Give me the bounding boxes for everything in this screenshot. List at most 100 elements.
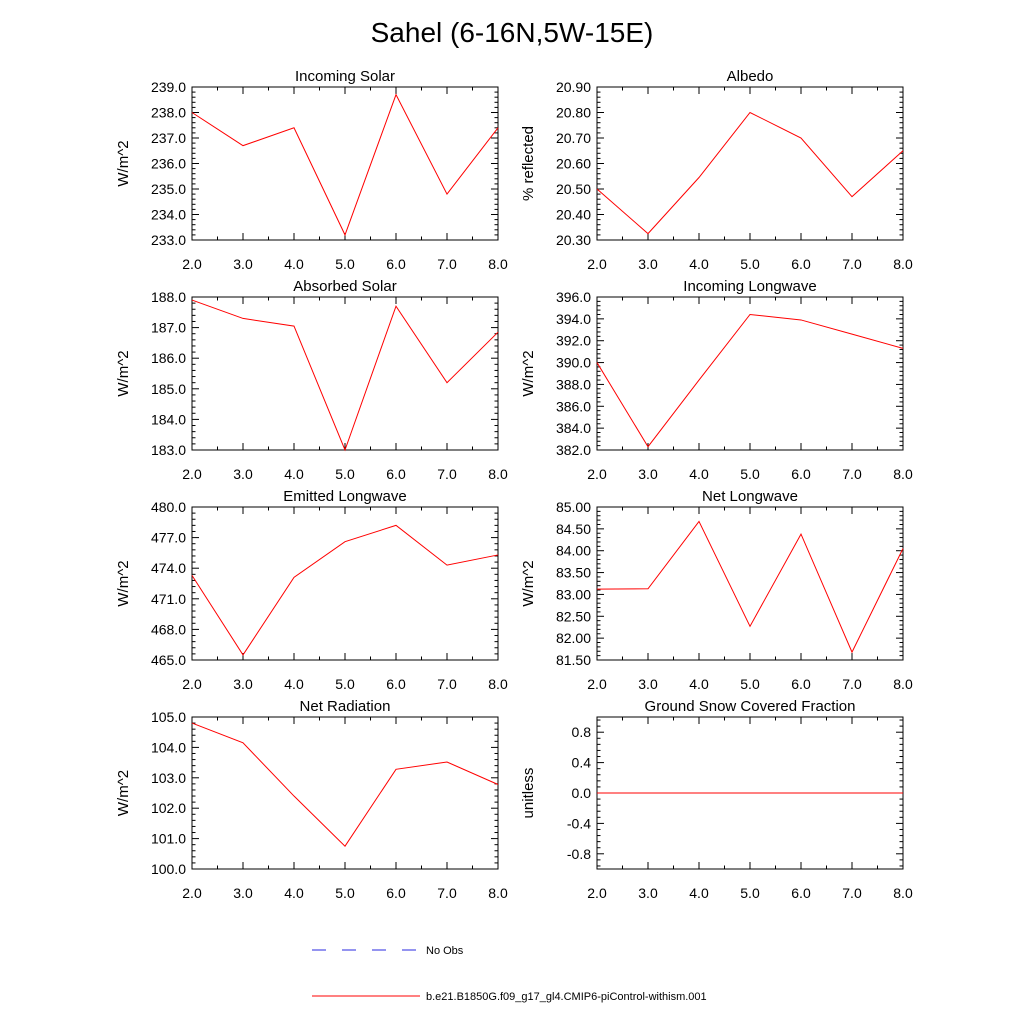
y-axis-label: W/m^2 [115, 350, 132, 396]
x-tick-label: 3.0 [233, 466, 253, 482]
plot-frame [191, 506, 499, 661]
chart-panel: Absorbed Solar W/m^2 183.0 184.0 185.0 186.0 1… [115, 278, 508, 482]
chart-panels: Incoming Solar W/m^2 233.0 234.0 235.0 236.0 2… [115, 68, 913, 901]
y-tick-label: 237.0 [151, 130, 186, 146]
panel-title: Incoming Solar [295, 68, 395, 85]
y-tick-label: 388.0 [556, 376, 591, 392]
y-tick-label: 188.0 [151, 289, 186, 305]
x-tick-label: 3.0 [638, 256, 658, 272]
y-tick-label: 81.50 [556, 652, 591, 668]
x-tick-label: 5.0 [335, 885, 355, 901]
y-tick-label: 102.0 [151, 800, 186, 816]
x-tick-label: 5.0 [740, 676, 760, 692]
x-tick-label: 6.0 [791, 466, 811, 482]
figure-title: Sahel (6-16N,5W-15E) [371, 17, 654, 48]
series-line [191, 722, 499, 847]
y-tick-label: 187.0 [151, 320, 186, 336]
y-tick-label: 83.50 [556, 565, 591, 581]
series-line [191, 93, 499, 237]
y-tick-label: 233.0 [151, 232, 186, 248]
y-tick-label: 477.0 [151, 530, 186, 546]
x-tick-label: 4.0 [284, 256, 304, 272]
x-tick-label: 4.0 [284, 466, 304, 482]
x-tick-label: 6.0 [386, 466, 406, 482]
y-axis-label: % reflected [520, 126, 537, 201]
chart-panel: Incoming Solar W/m^2 233.0 234.0 235.0 236.0 2… [115, 68, 508, 272]
panel-title: Ground Snow Covered Fraction [645, 698, 856, 715]
x-tick-label: 7.0 [437, 466, 457, 482]
x-tick-label: 7.0 [842, 676, 862, 692]
x-tick-label: 2.0 [182, 466, 202, 482]
x-tick-label: 8.0 [893, 256, 913, 272]
y-tick-label: 0.8 [572, 724, 592, 740]
y-tick-label: 20.40 [556, 207, 591, 223]
x-tick-label: 4.0 [689, 466, 709, 482]
x-tick-label: 6.0 [386, 256, 406, 272]
x-tick-label: 4.0 [284, 676, 304, 692]
x-tick-label: 7.0 [842, 466, 862, 482]
x-tick-label: 2.0 [182, 256, 202, 272]
y-tick-label: 390.0 [556, 355, 591, 371]
y-tick-label: 84.00 [556, 543, 591, 559]
y-tick-label: 468.0 [151, 621, 186, 637]
y-tick-label: 238.0 [151, 105, 186, 121]
x-tick-label: 2.0 [587, 466, 607, 482]
y-tick-label: 186.0 [151, 350, 186, 366]
x-tick-label: 2.0 [182, 885, 202, 901]
y-tick-label: 474.0 [151, 560, 186, 576]
panel-title: Albedo [727, 68, 774, 85]
x-tick-label: 5.0 [740, 466, 760, 482]
y-tick-label: 82.00 [556, 630, 591, 646]
x-tick-label: 7.0 [437, 676, 457, 692]
plot-frame [191, 296, 499, 451]
y-tick-label: 236.0 [151, 156, 186, 172]
y-tick-label: 20.50 [556, 181, 591, 197]
x-tick-label: 4.0 [689, 676, 709, 692]
y-tick-label: 235.0 [151, 181, 186, 197]
x-tick-label: 4.0 [284, 885, 304, 901]
legend-model-label: b.e21.B1850G.f09_g17_gl4.CMIP6-piControl… [426, 991, 707, 1003]
y-tick-label: 103.0 [151, 770, 186, 786]
x-tick-label: 2.0 [587, 676, 607, 692]
y-tick-label: 384.0 [556, 420, 591, 436]
y-tick-label: 20.80 [556, 105, 591, 121]
x-tick-label: 4.0 [689, 885, 709, 901]
x-tick-label: 7.0 [842, 885, 862, 901]
x-tick-label: 4.0 [689, 256, 709, 272]
x-tick-label: 3.0 [233, 885, 253, 901]
y-tick-label: 100.0 [151, 861, 186, 877]
x-tick-label: 8.0 [488, 676, 508, 692]
x-tick-label: 6.0 [791, 885, 811, 901]
x-tick-label: 8.0 [488, 256, 508, 272]
x-tick-label: 5.0 [335, 466, 355, 482]
chart-panel: Emitted Longwave W/m^2 465.0 468.0 471.0 474.… [115, 488, 508, 692]
y-axis-label: W/m^2 [115, 560, 132, 606]
series-line [596, 520, 904, 654]
plot-frame [596, 506, 904, 661]
x-tick-label: 7.0 [437, 256, 457, 272]
y-tick-label: 392.0 [556, 333, 591, 349]
x-tick-label: 8.0 [893, 466, 913, 482]
y-tick-label: 184.0 [151, 411, 186, 427]
y-tick-label: 386.0 [556, 398, 591, 414]
chart-panel: Ground Snow Covered Fraction unitless -0.8… [520, 698, 913, 901]
x-tick-label: 5.0 [335, 676, 355, 692]
x-tick-label: 6.0 [386, 676, 406, 692]
y-tick-label: 382.0 [556, 442, 591, 458]
x-tick-label: 8.0 [488, 466, 508, 482]
x-tick-label: 8.0 [893, 885, 913, 901]
chart-panel: Net Longwave W/m^2 81.50 82.00 82.50 83.00 83.… [520, 488, 913, 692]
y-tick-label: 185.0 [151, 381, 186, 397]
chart-panel: Incoming Longwave W/m^2 382.0 384.0 386.0 388… [520, 278, 913, 482]
y-tick-label: 105.0 [151, 709, 186, 725]
y-tick-label: 20.30 [556, 232, 591, 248]
y-tick-label: 471.0 [151, 591, 186, 607]
x-tick-label: 7.0 [842, 256, 862, 272]
x-tick-label: 6.0 [791, 676, 811, 692]
series-line [191, 299, 499, 452]
y-tick-label: 84.50 [556, 521, 591, 537]
x-tick-label: 7.0 [437, 885, 457, 901]
y-tick-label: 85.00 [556, 499, 591, 515]
